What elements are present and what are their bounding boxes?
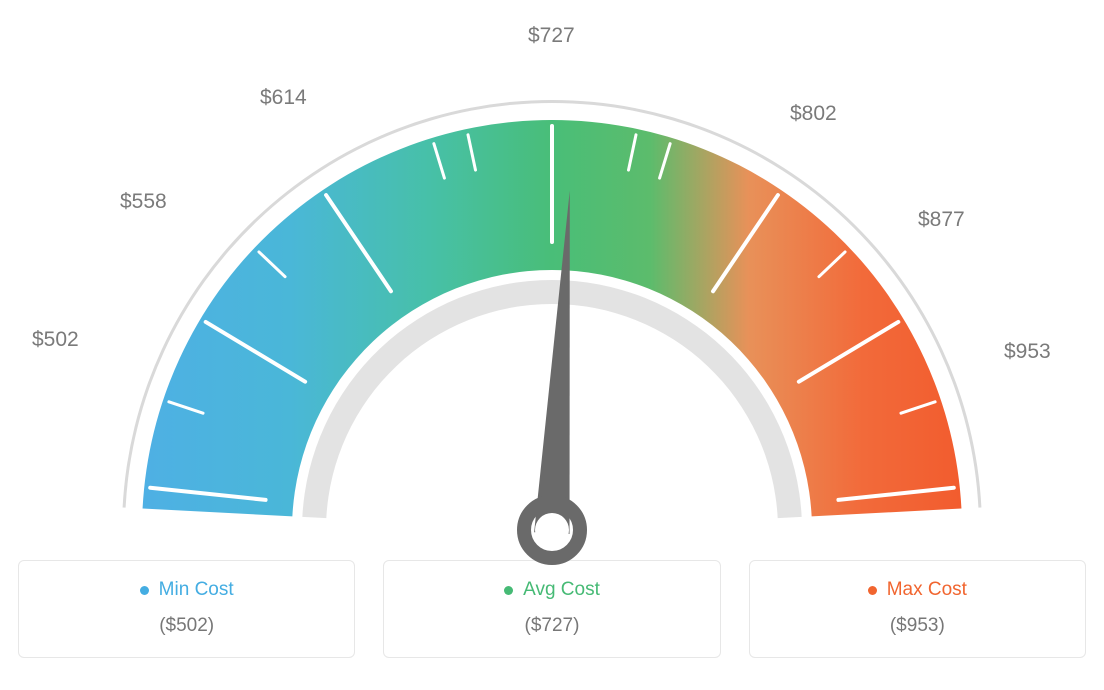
legend-value: ($953): [760, 615, 1075, 637]
gauge-tick-label: $502: [32, 328, 79, 352]
dot-icon: [504, 586, 513, 595]
gauge-tick-label: $953: [1004, 340, 1051, 364]
legend-label: Avg Cost: [523, 579, 600, 601]
dot-icon: [140, 586, 149, 595]
legend-label: Min Cost: [159, 579, 234, 601]
gauge-tick-label: $727: [528, 24, 575, 48]
gauge-chart: $502 $558 $614 $727 $802 $877 $953: [0, 0, 1104, 560]
legend-title-min: Min Cost: [140, 579, 234, 601]
legend-label: Max Cost: [887, 579, 967, 601]
legend-title-max: Max Cost: [868, 579, 967, 601]
gauge-tick-label: $558: [120, 190, 167, 214]
gauge-svg: [82, 60, 1022, 580]
dot-icon: [868, 586, 877, 595]
gauge-tick-label: $614: [260, 86, 307, 110]
legend-value: ($727): [394, 615, 709, 637]
gauge-tick-label: $802: [790, 102, 837, 126]
legend-value: ($502): [29, 615, 344, 637]
legend-title-avg: Avg Cost: [504, 579, 600, 601]
gauge-tick-label: $877: [918, 208, 965, 232]
